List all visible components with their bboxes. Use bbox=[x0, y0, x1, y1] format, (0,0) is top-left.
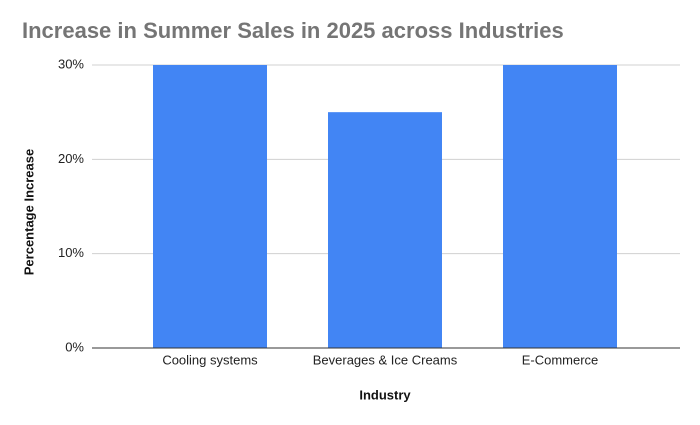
y-tick-label: 20% bbox=[58, 151, 84, 166]
bar bbox=[503, 65, 617, 348]
chart-title: Increase in Summer Sales in 2025 across … bbox=[22, 18, 564, 43]
y-tick-label: 30% bbox=[58, 56, 84, 71]
x-tick-label: Beverages & Ice Creams bbox=[313, 352, 458, 367]
y-tick-label: 0% bbox=[65, 339, 84, 354]
y-tick-label: 10% bbox=[58, 245, 84, 260]
y-axis-title: Percentage Increase bbox=[21, 149, 36, 275]
bar bbox=[153, 65, 267, 348]
x-tick-label: E-Commerce bbox=[522, 352, 599, 367]
x-tick-label: Cooling systems bbox=[162, 352, 258, 367]
x-axis-title: Industry bbox=[359, 387, 411, 402]
bar bbox=[328, 112, 442, 349]
